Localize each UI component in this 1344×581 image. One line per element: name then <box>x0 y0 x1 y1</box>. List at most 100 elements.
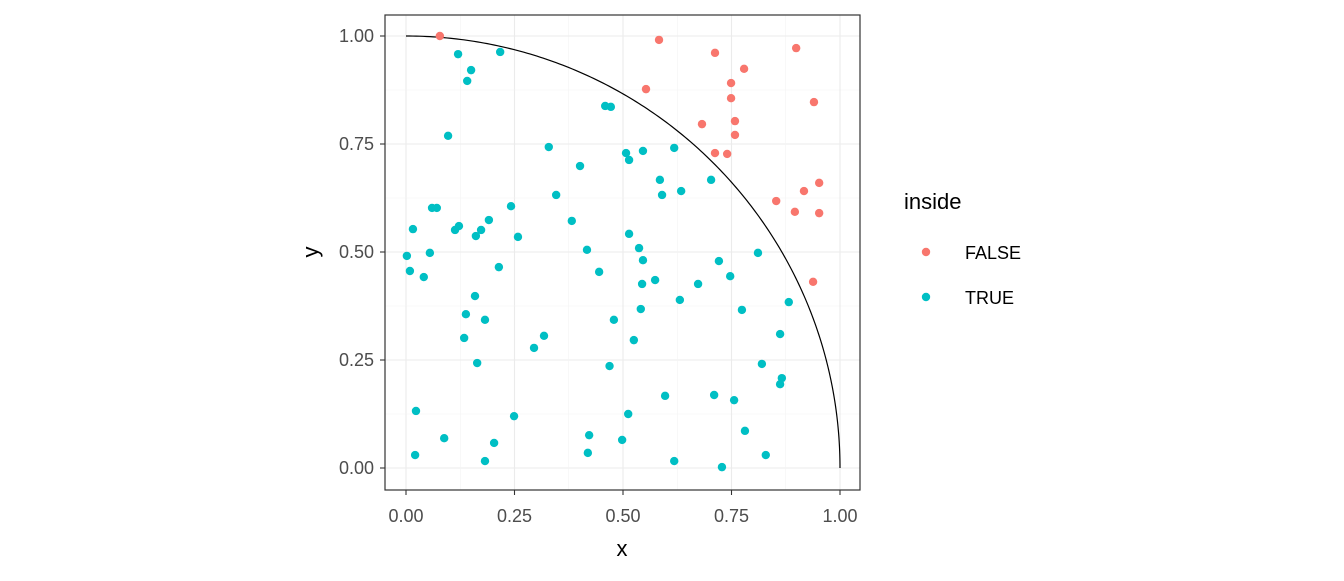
y-tick-label: 0.75 <box>339 134 374 154</box>
point-false <box>814 178 824 188</box>
point-true <box>453 49 463 59</box>
point-false <box>641 84 651 94</box>
point-true <box>461 310 471 319</box>
point-true <box>480 456 490 466</box>
point-false <box>772 196 781 206</box>
point-true <box>709 390 719 400</box>
y-tick-label: 0.50 <box>339 242 374 262</box>
point-true <box>706 175 716 185</box>
point-true <box>402 251 412 261</box>
point-true <box>737 305 747 315</box>
point-true <box>638 146 648 156</box>
point-true <box>480 315 490 325</box>
point-true <box>761 450 770 460</box>
point-true <box>466 65 476 75</box>
point-true <box>410 450 420 460</box>
point-true <box>539 331 549 341</box>
point-false <box>697 119 707 129</box>
point-true <box>638 256 648 265</box>
point-false <box>435 31 445 41</box>
point-true <box>725 271 735 281</box>
point-false <box>739 64 749 74</box>
point-true <box>582 245 592 255</box>
circle-line <box>405 35 841 469</box>
point-true <box>462 76 472 86</box>
point-true <box>594 267 604 277</box>
point-true <box>509 411 519 421</box>
point-true <box>617 435 627 445</box>
legend: inside FALSE TRUE <box>904 189 1021 308</box>
point-true <box>439 433 449 443</box>
point-true <box>621 148 631 158</box>
point-true <box>567 216 576 226</box>
point-true <box>583 448 593 458</box>
point-true <box>676 186 686 196</box>
x-tick-label: 0.00 <box>388 506 423 526</box>
point-true <box>419 272 428 282</box>
point-false <box>790 207 800 217</box>
x-axis-label: x <box>617 536 628 561</box>
point-true <box>551 190 561 200</box>
legend-key-false <box>921 247 931 257</box>
point-false <box>730 130 740 140</box>
y-tick-label: 0.25 <box>339 350 374 370</box>
point-true <box>637 279 647 289</box>
point-true <box>471 231 481 241</box>
point-true <box>624 229 634 239</box>
y-axis: 0.00 0.25 0.50 0.75 1.00 <box>339 26 385 478</box>
point-false <box>726 94 736 103</box>
point-false <box>808 277 818 287</box>
point-true <box>443 131 453 140</box>
point-true <box>775 329 785 339</box>
point-false <box>791 43 801 53</box>
point-false <box>726 78 736 88</box>
point-true <box>408 224 418 234</box>
x-tick-label: 0.50 <box>605 506 640 526</box>
point-true <box>714 256 724 266</box>
point-true <box>605 361 614 371</box>
point-true <box>753 248 763 258</box>
point-true <box>472 358 482 368</box>
grid <box>385 15 860 490</box>
point-true <box>450 225 460 235</box>
point-true <box>606 102 616 112</box>
point-true <box>484 215 494 225</box>
legend-title: inside <box>904 189 961 214</box>
point-true <box>634 243 644 253</box>
point-false <box>799 186 809 196</box>
x-tick-label: 1.00 <box>822 506 857 526</box>
point-true <box>506 202 516 211</box>
x-tick-label: 0.75 <box>714 506 749 526</box>
point-true <box>476 225 486 235</box>
circle-curve <box>405 35 841 469</box>
point-true <box>670 456 679 466</box>
point-true <box>432 203 442 213</box>
point-true <box>757 359 767 369</box>
point-true <box>655 175 665 185</box>
point-true <box>624 155 634 165</box>
point-true <box>775 379 785 389</box>
point-true <box>494 262 504 272</box>
x-tick-label: 0.25 <box>497 506 532 526</box>
point-true <box>411 406 421 416</box>
legend-label-true: TRUE <box>965 288 1014 308</box>
points <box>402 31 824 472</box>
point-true <box>544 142 553 152</box>
point-true <box>675 295 685 305</box>
y-tick-label: 0.00 <box>339 458 374 478</box>
point-true <box>636 304 645 314</box>
x-axis: 0.00 0.25 0.50 0.75 1.00 <box>388 490 858 526</box>
legend-key-true <box>921 292 931 302</box>
point-true <box>584 430 594 440</box>
point-true <box>629 335 639 345</box>
point-true <box>609 315 619 325</box>
y-axis-label: y <box>298 247 323 258</box>
point-true <box>740 426 750 436</box>
point-true <box>529 343 539 353</box>
point-false <box>814 208 824 218</box>
point-true <box>693 279 703 289</box>
point-true <box>784 297 793 307</box>
point-true <box>670 143 679 153</box>
point-true <box>624 409 633 419</box>
